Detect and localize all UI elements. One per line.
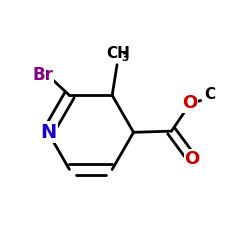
Text: N: N [40,123,56,142]
Text: C: C [204,87,216,102]
Text: 3: 3 [122,53,129,63]
Text: O: O [182,94,198,112]
Text: O: O [184,150,200,168]
Text: Br: Br [32,66,53,84]
Text: CH: CH [106,46,130,61]
